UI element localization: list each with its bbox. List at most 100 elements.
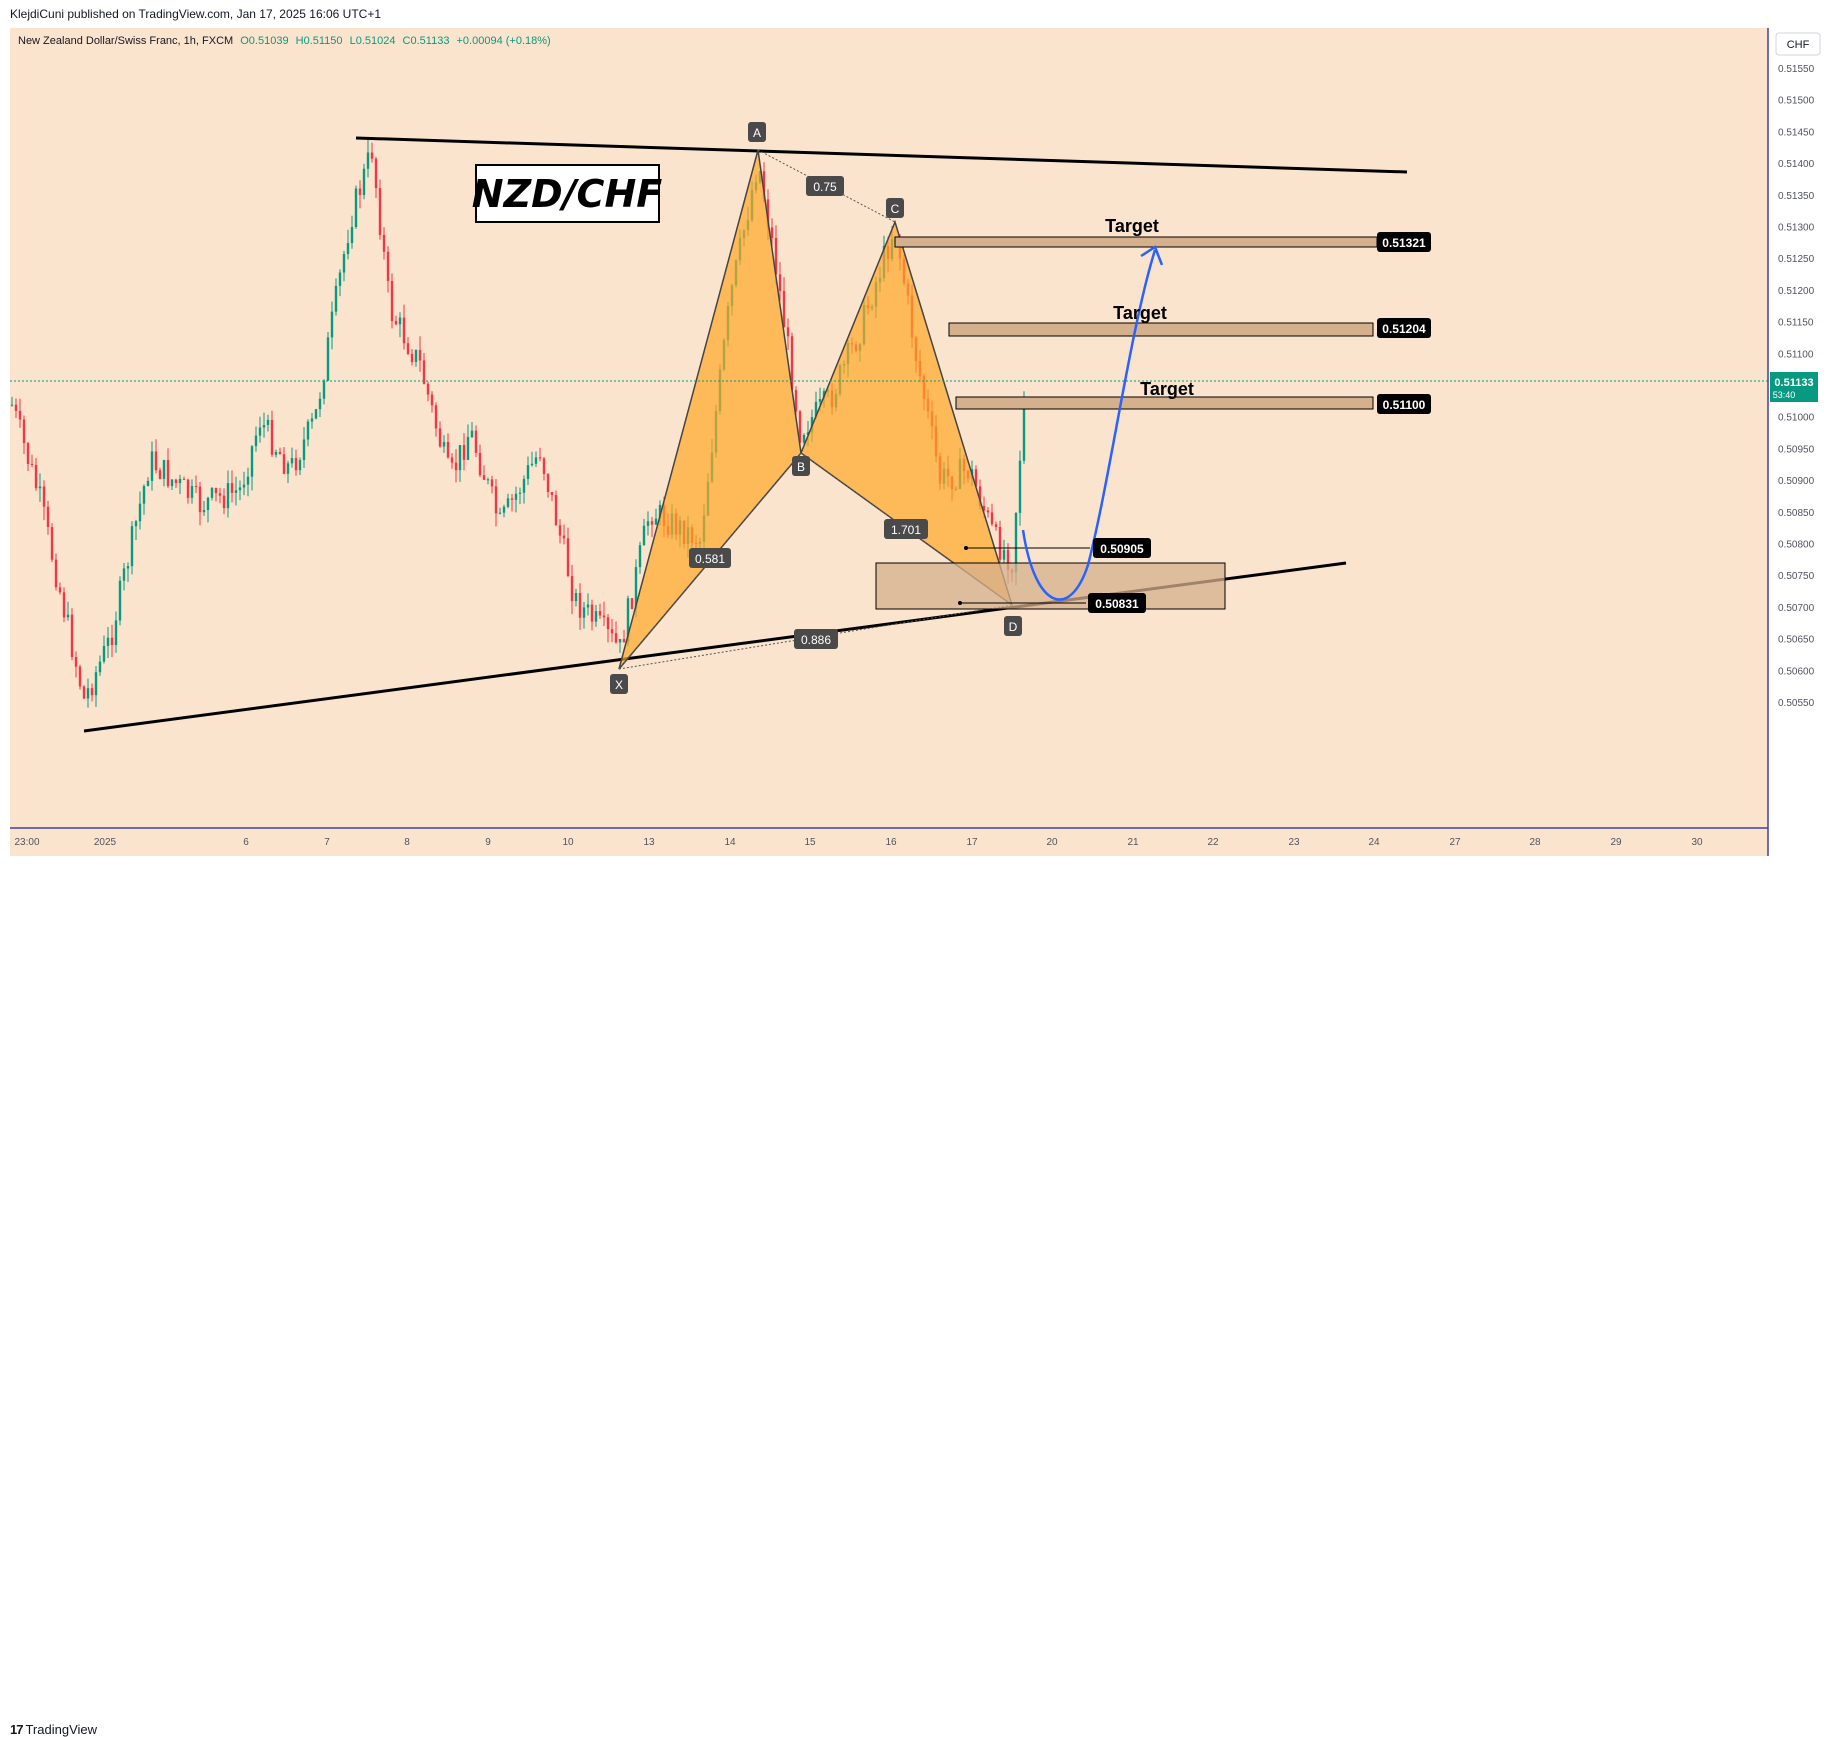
candle-body [138, 503, 142, 522]
point-label-d: D [1004, 616, 1022, 636]
currency-button[interactable]: CHF [1775, 32, 1821, 56]
time-tick: 29 [1610, 837, 1622, 848]
point-label-c: C [886, 198, 904, 218]
candle-body [286, 463, 290, 474]
price-tick: 0.51000 [1778, 413, 1815, 424]
candle-body [166, 460, 170, 487]
level-dot-50905 [964, 546, 968, 550]
time-axis[interactable] [10, 828, 1768, 856]
candle-body [394, 320, 398, 325]
price-axis[interactable] [1768, 28, 1835, 828]
candle-body [378, 188, 382, 235]
candle-body [426, 383, 430, 395]
price-tick: 0.50650 [1778, 635, 1815, 646]
candle-body [382, 234, 386, 252]
candle-body [38, 486, 42, 489]
candle-body [446, 442, 450, 458]
candle-body [350, 227, 354, 244]
candle-body [1014, 512, 1018, 573]
candle-body [42, 486, 46, 507]
chart-title: NZD/CHF [472, 172, 662, 216]
target-label-3: Target [1140, 379, 1194, 399]
candle-body [178, 478, 182, 484]
tradingview-logo-icon: 17 [10, 1722, 24, 1737]
time-tick: 6 [243, 837, 249, 848]
candle-body [638, 545, 642, 568]
chart-canvas[interactable]: 0.51550 0.51500 0.51450 0.51400 0.51350 0.513… [0, 0, 1835, 891]
candle-body [398, 317, 402, 325]
candle-body [406, 343, 410, 354]
svg-text:0.51100: 0.51100 [1383, 398, 1426, 412]
candle-body [510, 498, 514, 500]
time-tick: 10 [562, 837, 574, 848]
candle-body [586, 604, 590, 608]
candle-body [546, 473, 550, 492]
time-tick: 30 [1691, 837, 1703, 848]
time-tick: 13 [643, 837, 655, 848]
high-value: H0.51150 [295, 35, 343, 47]
candle-body [98, 661, 102, 673]
price-tag-50831: 0.50831 [1088, 593, 1146, 613]
candle-body [230, 483, 234, 493]
candle-body [590, 604, 594, 622]
candle-body [278, 451, 282, 455]
candle-body [582, 607, 586, 618]
svg-text:0.886: 0.886 [801, 633, 831, 647]
candle-body [90, 688, 94, 696]
time-tick: 24 [1368, 837, 1380, 848]
candle-body [386, 251, 390, 281]
candle-body [182, 478, 186, 480]
price-tick: 0.51300 [1778, 223, 1815, 234]
candle-body [66, 614, 70, 618]
candle-body [998, 526, 1002, 560]
time-tick: 14 [724, 837, 736, 848]
candle-body [82, 686, 86, 699]
level-dot-50831 [958, 601, 962, 605]
time-tick: 23:00 [14, 837, 39, 848]
candle-body [494, 486, 498, 514]
candle-body [470, 430, 474, 438]
candle-body [102, 645, 106, 662]
candle-body [602, 615, 606, 618]
candle-body [774, 237, 778, 275]
svg-text:0.50905: 0.50905 [1100, 542, 1144, 556]
top-bar: KlejdiCuni published on TradingView.com,… [0, 0, 1835, 28]
price-tick: 0.50550 [1778, 698, 1815, 709]
svg-text:53:40: 53:40 [1773, 390, 1796, 400]
candle-body [30, 464, 34, 466]
candle-body [346, 243, 350, 255]
price-tick: 0.51150 [1778, 318, 1814, 329]
chart-title-box [475, 164, 660, 223]
candle-body [802, 434, 806, 443]
candle-body [206, 497, 210, 511]
candle-body [610, 629, 614, 634]
candle-body [462, 445, 466, 460]
candle-body [1018, 460, 1022, 513]
price-tick: 0.50600 [1778, 666, 1815, 677]
svg-text:0.581: 0.581 [695, 552, 725, 566]
candle-body [466, 437, 470, 460]
candle-body [994, 524, 998, 527]
candle-body [626, 598, 630, 643]
candle-body [70, 614, 74, 657]
candle-body [514, 493, 518, 500]
candle-body [530, 463, 534, 466]
tradingview-logo[interactable]: 17 TradingView [10, 1722, 97, 1737]
candle-body [174, 479, 178, 484]
candle-body [126, 566, 130, 569]
candle-body [570, 576, 574, 602]
price-tag-51100: 0.51100 [1377, 394, 1431, 414]
candle-body [778, 274, 782, 291]
candle-body [362, 168, 366, 195]
svg-text:0.51133: 0.51133 [1774, 377, 1813, 389]
candle-body [146, 480, 150, 487]
footer: 17 TradingView [0, 856, 1835, 1737]
candle-body [434, 405, 438, 429]
candle-body [474, 430, 478, 453]
candle-body [334, 285, 338, 312]
svg-text:X: X [615, 678, 623, 692]
time-tick: 22 [1207, 837, 1219, 848]
candle-body [374, 158, 378, 189]
candle-body [134, 521, 138, 527]
